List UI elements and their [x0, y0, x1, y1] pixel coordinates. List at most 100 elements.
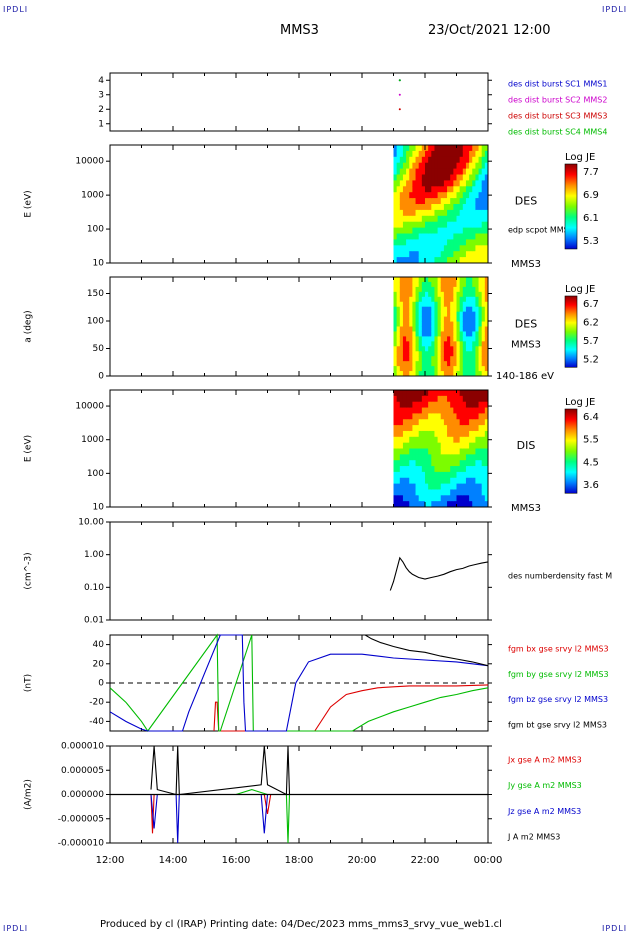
heatmap-cell-dis_energy	[481, 466, 486, 473]
heatmap-cell-des_pitch	[450, 336, 454, 342]
heatmap-cell-des_energy	[434, 227, 439, 234]
heatmap-cell-dis_energy	[434, 407, 439, 414]
heatmap-cell-des_pitch	[409, 326, 413, 332]
heatmap-cell-dis_energy	[402, 495, 407, 502]
heatmap-cell-des_energy	[402, 245, 407, 252]
heatmap-cell-dis_energy	[396, 419, 401, 426]
heatmap-cell-des_pitch	[478, 331, 483, 337]
heatmap-cell-des_pitch	[456, 316, 461, 323]
heatmap-cell-dis_energy	[409, 466, 413, 473]
heatmap-cell-des_pitch	[409, 301, 413, 308]
heatmap-cell-des_energy	[440, 180, 445, 187]
heatmap-cell-des_pitch	[437, 291, 442, 298]
heatmap-cell-des_energy	[484, 145, 489, 152]
heatmap-cell-des_energy	[421, 204, 426, 211]
heatmap-cell-des_energy	[447, 192, 451, 199]
heatmap-cell-des_energy	[406, 186, 410, 193]
heatmap-cell-des_energy	[409, 156, 413, 164]
heatmap-cell-des_pitch	[396, 311, 401, 318]
heatmap-cell-dis_energy	[393, 454, 398, 461]
heatmap-cell-des_pitch	[440, 281, 445, 288]
heatmap-cell-des_energy	[421, 174, 426, 181]
heatmap-cell-dis_energy	[409, 483, 413, 490]
heatmap-cell-des_energy	[478, 239, 483, 246]
heatmap-cell-des_energy	[399, 198, 404, 205]
heatmap-cell-des_energy	[425, 227, 429, 234]
heatmap-cell-des_pitch	[484, 286, 489, 293]
heatmap-cell-des_pitch	[434, 321, 439, 327]
heatmap-cell-des_pitch	[453, 301, 457, 308]
heatmap-cell-dis_energy	[434, 401, 439, 409]
heatmap-cell-dis_energy	[472, 471, 476, 479]
heatmap-cell-des_energy	[406, 145, 410, 152]
heatmap-cell-des_energy	[447, 156, 451, 164]
heatmap-cell-dis_energy	[402, 448, 407, 455]
heatmap-cell-des_energy	[456, 215, 461, 223]
heatmap-cell-des_pitch	[399, 281, 404, 288]
heatmap-cell-des_pitch	[472, 296, 476, 303]
heatmap-cell-dis_energy	[418, 448, 423, 455]
heatmap-cell-des_pitch	[459, 336, 464, 342]
heatmap-cell-des_pitch	[428, 316, 432, 323]
heatmap-cell-des_pitch	[469, 371, 473, 377]
heatmap-cell-des_energy	[425, 257, 429, 264]
heatmap-cell-dis_energy	[393, 395, 398, 403]
panel-label-dis_energy: DIS	[517, 439, 536, 452]
heatmap-cell-dis_energy	[443, 483, 448, 490]
y-tick-label-burst: 4	[98, 76, 104, 86]
heatmap-cell-dis_energy	[412, 390, 417, 397]
heatmap-cell-des_pitch	[475, 321, 480, 327]
heatmap-cell-des_energy	[469, 145, 473, 152]
heatmap-cell-des_pitch	[421, 291, 426, 298]
heatmap-cell-dis_energy	[421, 495, 426, 502]
heatmap-cell-des_energy	[437, 245, 442, 252]
heatmap-cell-dis_energy	[462, 401, 467, 409]
heatmap-cell-des_energy	[450, 186, 454, 193]
heatmap-cell-dis_energy	[399, 413, 404, 420]
y-tick-label-dis_energy: 1000	[81, 435, 104, 445]
heatmap-cell-des_energy	[415, 162, 420, 170]
heatmap-cell-des_pitch	[418, 286, 423, 293]
heatmap-cell-des_pitch	[475, 336, 480, 342]
heatmap-cell-dis_energy	[440, 395, 445, 403]
heatmap-cell-des_energy	[465, 204, 470, 211]
heatmap-cell-des_pitch	[437, 296, 442, 303]
heatmap-cell-dis_energy	[475, 471, 480, 479]
heatmap-cell-des_pitch	[443, 306, 448, 313]
heatmap-cell-dis_energy	[453, 460, 457, 467]
heatmap-cell-dis_energy	[415, 477, 420, 485]
heatmap-cell-des_pitch	[431, 306, 435, 313]
heatmap-cell-des_pitch	[409, 331, 413, 337]
heatmap-cell-des_energy	[434, 221, 439, 229]
y-tick-label-des_pitch: 50	[93, 344, 105, 354]
heatmap-cell-des_pitch	[481, 351, 486, 357]
heatmap-cell-des_pitch	[465, 281, 470, 288]
heatmap-cell-des_pitch	[469, 277, 473, 283]
heatmap-cell-des_energy	[402, 174, 407, 181]
legend-entry-current-4: J A m2 MMS3	[507, 833, 560, 842]
heatmap-cell-des_energy	[481, 239, 486, 246]
heatmap-cell-des_pitch	[465, 306, 470, 313]
heatmap-cell-des_pitch	[469, 326, 473, 332]
heatmap-cell-des_pitch	[450, 291, 454, 298]
heatmap-cell-dis_energy	[469, 442, 473, 449]
heatmap-cell-des_pitch	[472, 361, 476, 367]
heatmap-cell-des_energy	[415, 257, 420, 264]
heatmap-cell-des_pitch	[462, 366, 467, 372]
legend-entry-density-1: des numberdensity fast M	[508, 571, 612, 580]
heatmap-cell-des_energy	[437, 198, 442, 205]
heatmap-cell-dis_energy	[472, 483, 476, 490]
heatmap-cell-des_energy	[472, 227, 476, 234]
heatmap-cell-des_energy	[440, 156, 445, 164]
heatmap-cell-des_pitch	[431, 286, 435, 293]
series-line-fgm-3	[109, 634, 489, 732]
heatmap-cell-des_energy	[443, 192, 448, 199]
heatmap-cell-des_pitch	[465, 336, 470, 342]
heatmap-cell-dis_energy	[478, 483, 483, 490]
heatmap-cell-des_pitch	[472, 331, 476, 337]
legend-entry-current-3: Jz gse A m2 MMS3	[507, 807, 581, 816]
panel-extra-label-des_pitch: 140-186 eV	[496, 371, 554, 382]
heatmap-cell-dis_energy	[431, 407, 435, 414]
heatmap-cell-des_energy	[465, 156, 470, 164]
heatmap-cell-des_pitch	[456, 301, 461, 308]
